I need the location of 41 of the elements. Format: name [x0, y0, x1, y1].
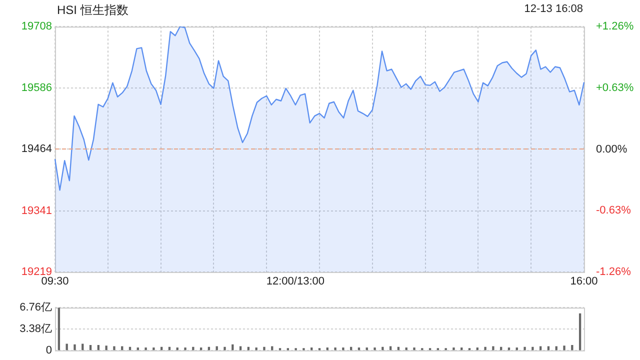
x-tick-label: 09:30: [41, 276, 69, 288]
y-tick-label: 19464: [21, 143, 52, 156]
bar: [184, 348, 186, 350]
bar: [74, 344, 76, 350]
y2-tick-label: -1.26%: [596, 266, 632, 278]
bar: [263, 346, 266, 350]
x-tick-label: 12:00/13:00: [266, 276, 325, 288]
chart-title: HSI 恒生指数: [57, 2, 128, 19]
y-tick-label: 6.76亿: [20, 302, 52, 314]
y2-tick-label: +1.26%: [596, 20, 634, 33]
bar: [82, 344, 84, 350]
y2-tick-label: +0.63%: [596, 82, 634, 94]
bar: [192, 346, 194, 350]
bar: [105, 346, 108, 350]
bar: [224, 346, 226, 350]
y-tick-label: 19708: [21, 20, 52, 33]
y-tick-label: 19341: [21, 204, 52, 217]
bar: [524, 346, 526, 350]
bar: [144, 348, 147, 350]
y-tick-label: 19219: [21, 266, 52, 278]
bar: [492, 346, 494, 350]
bar: [66, 344, 68, 350]
bar: [532, 346, 534, 350]
y-tick-label: 3.38亿: [20, 323, 52, 336]
text: 12-13 16:08: [524, 3, 583, 15]
bar: [152, 348, 155, 350]
y2-tick-label: 0.00%: [596, 143, 628, 156]
bar: [374, 348, 376, 350]
y-tick-label: 19586: [21, 82, 52, 94]
y2-tick-label: -0.63%: [596, 204, 632, 217]
bar: [342, 348, 344, 350]
bar: [334, 348, 336, 350]
bar: [452, 348, 455, 350]
bar: [113, 346, 116, 350]
x-tick-label: 16:00: [570, 276, 598, 288]
bar: [413, 348, 416, 350]
bar: [58, 308, 60, 350]
bar: [578, 313, 582, 350]
y-tick-label: 0: [46, 344, 52, 356]
bar: [484, 346, 486, 350]
bar: [563, 346, 566, 350]
